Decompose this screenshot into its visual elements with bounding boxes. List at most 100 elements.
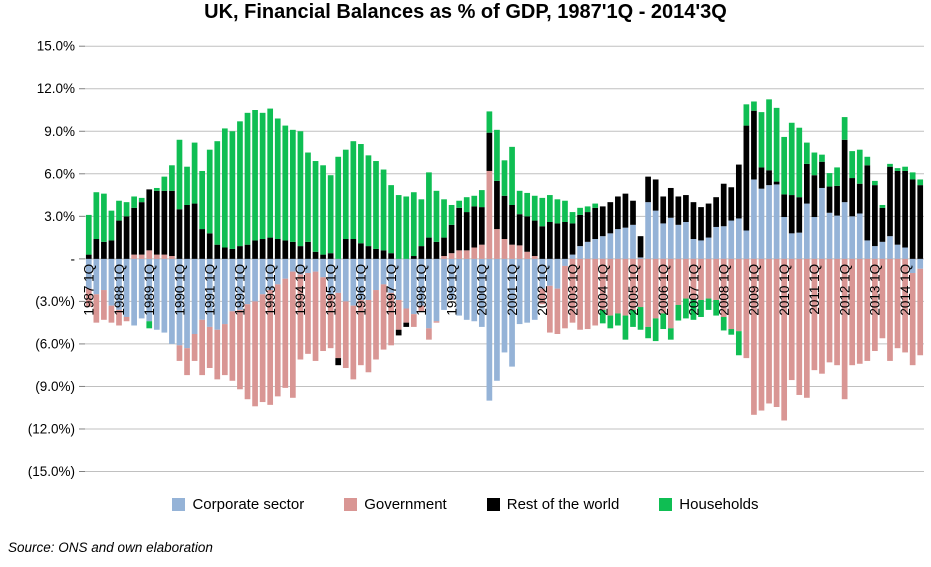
bar-segment — [221, 247, 228, 259]
bar-segment — [547, 221, 553, 259]
bar-segment — [426, 258, 432, 329]
bar-segment — [645, 176, 651, 203]
bar-segment — [244, 112, 251, 245]
bar-segment — [456, 200, 462, 208]
bar-segment — [796, 127, 803, 198]
bar-segment — [116, 200, 122, 221]
bar-segment — [735, 218, 742, 259]
bar-segment — [426, 172, 432, 238]
bar-segment — [773, 107, 780, 182]
bar-segment — [615, 229, 621, 259]
bar-segment — [305, 258, 311, 274]
legend-item-households: Households — [659, 496, 759, 513]
bar-segment — [191, 333, 198, 361]
bar-segment — [683, 298, 689, 319]
y-axis-label: - — [71, 251, 76, 266]
bar-segment — [720, 226, 727, 259]
bar-segment — [380, 284, 387, 350]
bar-segment — [131, 258, 137, 326]
bar-segment — [554, 288, 561, 334]
bar-segment — [622, 258, 629, 316]
bar-segment — [630, 224, 636, 259]
legend-label: Households — [679, 496, 759, 513]
bar-segment — [108, 258, 115, 306]
bar-segment — [456, 258, 462, 316]
bar-segment — [705, 237, 712, 259]
bar-segment — [365, 246, 372, 259]
bar-segment — [856, 149, 863, 184]
bar-segment — [698, 258, 704, 300]
y-axis-label: (3.0%) — [35, 294, 75, 309]
bar-segment — [274, 284, 281, 397]
bar-segment — [146, 321, 153, 329]
bar-segment — [713, 258, 719, 300]
bar-segment — [463, 258, 470, 320]
bar-segment — [879, 258, 886, 339]
y-axis-label: (15.0%) — [28, 464, 75, 479]
bar-segment — [773, 258, 780, 408]
bar-segment — [909, 179, 916, 259]
bar-segment — [599, 206, 606, 237]
bar-segment — [214, 244, 221, 259]
bar-segment — [463, 212, 470, 251]
bar-segment — [441, 237, 447, 257]
bar-segment — [441, 256, 447, 259]
bar-segment — [327, 258, 334, 295]
bar-segment — [917, 258, 924, 269]
x-axis-label: 2001 1Q — [505, 264, 520, 316]
legend: Corporate sector Government Rest of the wo… — [0, 496, 931, 513]
bar-segment — [902, 247, 908, 259]
bar-segment — [728, 329, 735, 335]
bar-segment — [350, 239, 357, 259]
bar-segment — [403, 196, 410, 259]
bar-segment — [803, 203, 810, 259]
bar-segment — [811, 152, 818, 176]
bar-segment — [252, 240, 258, 259]
bar-segment — [320, 258, 326, 278]
bar-segment — [826, 173, 833, 187]
bar-segment — [123, 316, 130, 322]
bar-segment — [667, 187, 674, 218]
bar-segment — [138, 254, 145, 259]
legend-label: Rest of the world — [506, 496, 620, 513]
bar-segment — [297, 258, 304, 275]
bar-segment — [93, 192, 100, 239]
bar-segment — [645, 258, 651, 327]
bar-segment — [403, 322, 410, 327]
x-axis-label: 1992 1Q — [233, 264, 248, 316]
bar-segment — [630, 309, 636, 327]
bar-segment — [342, 301, 349, 369]
bar-segment — [138, 197, 145, 203]
bar-segment — [441, 199, 447, 238]
legend-swatch — [172, 498, 186, 511]
bar-segment — [917, 185, 924, 259]
bar-segment — [229, 311, 236, 381]
bar-segment — [335, 258, 342, 293]
bar-segment — [577, 246, 583, 259]
bar-segment — [486, 170, 493, 259]
bar-segment — [85, 258, 92, 289]
bar-segment — [191, 203, 198, 259]
bar-segment — [297, 131, 304, 247]
bar-segment — [615, 196, 621, 230]
bar-segment — [637, 258, 644, 308]
bar-segment — [562, 200, 568, 222]
bar-segment — [879, 204, 886, 208]
bar-segment — [501, 258, 508, 353]
bar-segment — [471, 195, 478, 207]
bar-segment — [153, 187, 160, 191]
bar-segment — [410, 314, 417, 327]
bar-segment — [539, 197, 546, 227]
bar-segment — [350, 141, 357, 240]
bar-segment — [123, 216, 130, 259]
bar-segment — [373, 161, 379, 249]
bar-segment — [358, 144, 364, 244]
bar-segment — [554, 258, 561, 289]
bar-segment — [161, 190, 168, 255]
bar-segment — [690, 202, 697, 240]
bar-segment — [584, 241, 591, 259]
bar-segment — [131, 207, 137, 255]
x-axis-label: 1987 1Q — [82, 264, 97, 316]
bar-segment — [667, 328, 674, 340]
